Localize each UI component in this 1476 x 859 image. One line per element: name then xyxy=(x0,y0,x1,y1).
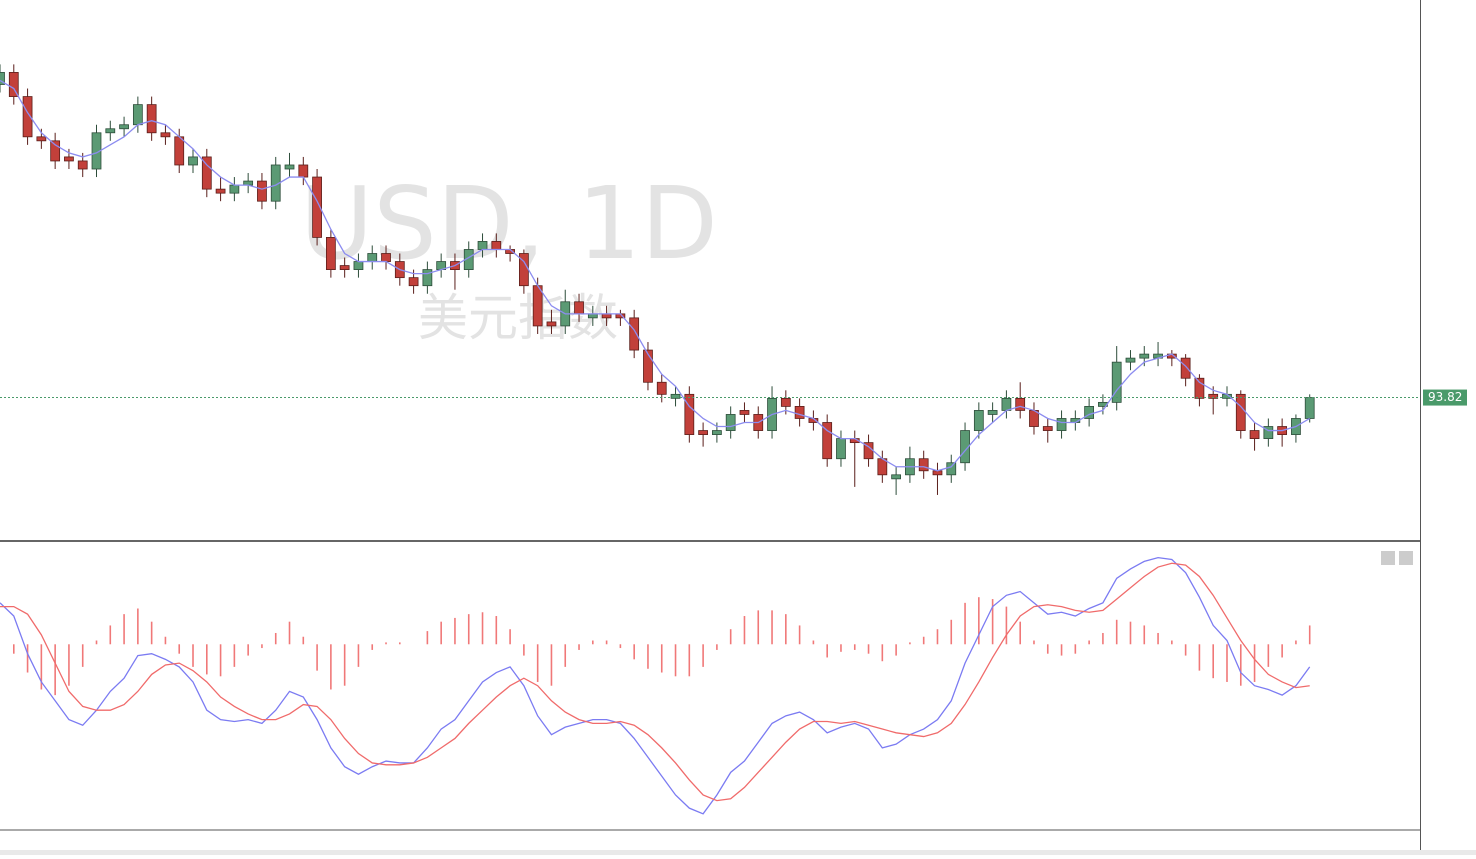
candle-body xyxy=(532,285,543,327)
candle-body xyxy=(698,430,708,435)
candle-body xyxy=(712,430,722,435)
candle-body xyxy=(1194,377,1205,399)
candle-body xyxy=(477,241,488,250)
candle-body xyxy=(353,261,364,270)
moving-average xyxy=(0,79,1311,472)
panel-button[interactable] xyxy=(1399,551,1413,565)
candle-body xyxy=(891,474,901,480)
last-price-box xyxy=(1423,389,1467,406)
macd-line xyxy=(0,556,1311,815)
candle-body xyxy=(174,136,185,166)
candle-body xyxy=(146,104,157,134)
candle-body xyxy=(298,164,309,178)
candle-body xyxy=(1139,353,1150,359)
candle-body xyxy=(960,430,970,464)
candle-body xyxy=(1249,430,1260,439)
candle-body xyxy=(408,277,419,287)
watermark: USD, 1D xyxy=(300,165,718,282)
candle-body xyxy=(822,422,833,460)
candle-body xyxy=(367,253,378,262)
candle-body xyxy=(1208,393,1219,399)
candle-body xyxy=(160,132,171,138)
candle-body xyxy=(339,265,350,270)
candle-body xyxy=(1084,406,1095,419)
candle-body xyxy=(973,410,984,431)
candle-body xyxy=(422,269,433,287)
candle-body xyxy=(629,317,640,351)
candle-body xyxy=(643,349,653,383)
candle-body xyxy=(64,156,74,162)
candle-body xyxy=(546,321,557,327)
candle-body xyxy=(780,397,791,407)
candle-body xyxy=(1263,426,1274,439)
candle-body xyxy=(1304,397,1315,419)
candle-body xyxy=(656,381,667,395)
candle-body xyxy=(312,176,322,238)
candle-body xyxy=(8,72,19,97)
candle-body xyxy=(918,458,929,472)
candle-body xyxy=(188,156,198,166)
candle-body xyxy=(229,184,240,194)
macd-line xyxy=(0,562,1310,802)
candle-body xyxy=(794,406,805,419)
last-price-label: 93.82 xyxy=(1428,390,1462,404)
candle-body xyxy=(670,393,681,399)
candle-body xyxy=(725,414,736,431)
candle-body xyxy=(325,237,336,270)
candle-body xyxy=(257,180,267,202)
axes: 93.82 xyxy=(1423,389,1467,406)
watermark-sub: 美元指数 xyxy=(418,289,618,347)
candle-body xyxy=(1056,418,1067,431)
candle-body xyxy=(491,241,502,250)
candle-body xyxy=(946,462,957,476)
candle-body xyxy=(36,136,47,142)
candle-body xyxy=(1111,361,1122,403)
candle-body xyxy=(739,410,750,415)
candle-body xyxy=(1235,393,1246,431)
candle-body xyxy=(50,140,61,162)
candle-body xyxy=(119,124,129,130)
candle-body xyxy=(284,164,295,170)
candle-body xyxy=(132,104,143,126)
candle-body xyxy=(574,301,584,315)
candle-body xyxy=(987,410,998,415)
candle-body xyxy=(0,72,5,85)
candle-body xyxy=(684,393,695,435)
candle-body xyxy=(381,253,391,262)
candle-body xyxy=(1001,397,1012,411)
candle-body xyxy=(1180,357,1191,379)
marks xyxy=(0,64,1420,815)
candle-body xyxy=(77,160,88,170)
candle-body xyxy=(1042,426,1053,431)
candle-body xyxy=(1015,397,1026,411)
candle-body xyxy=(215,188,226,194)
panel-button[interactable] xyxy=(1381,551,1395,565)
candle-body xyxy=(105,128,116,134)
candle-body xyxy=(836,438,846,460)
candle-body xyxy=(22,96,33,138)
candle-body xyxy=(201,156,212,190)
candle-body xyxy=(1125,357,1136,363)
bottom-strip xyxy=(0,850,1476,855)
